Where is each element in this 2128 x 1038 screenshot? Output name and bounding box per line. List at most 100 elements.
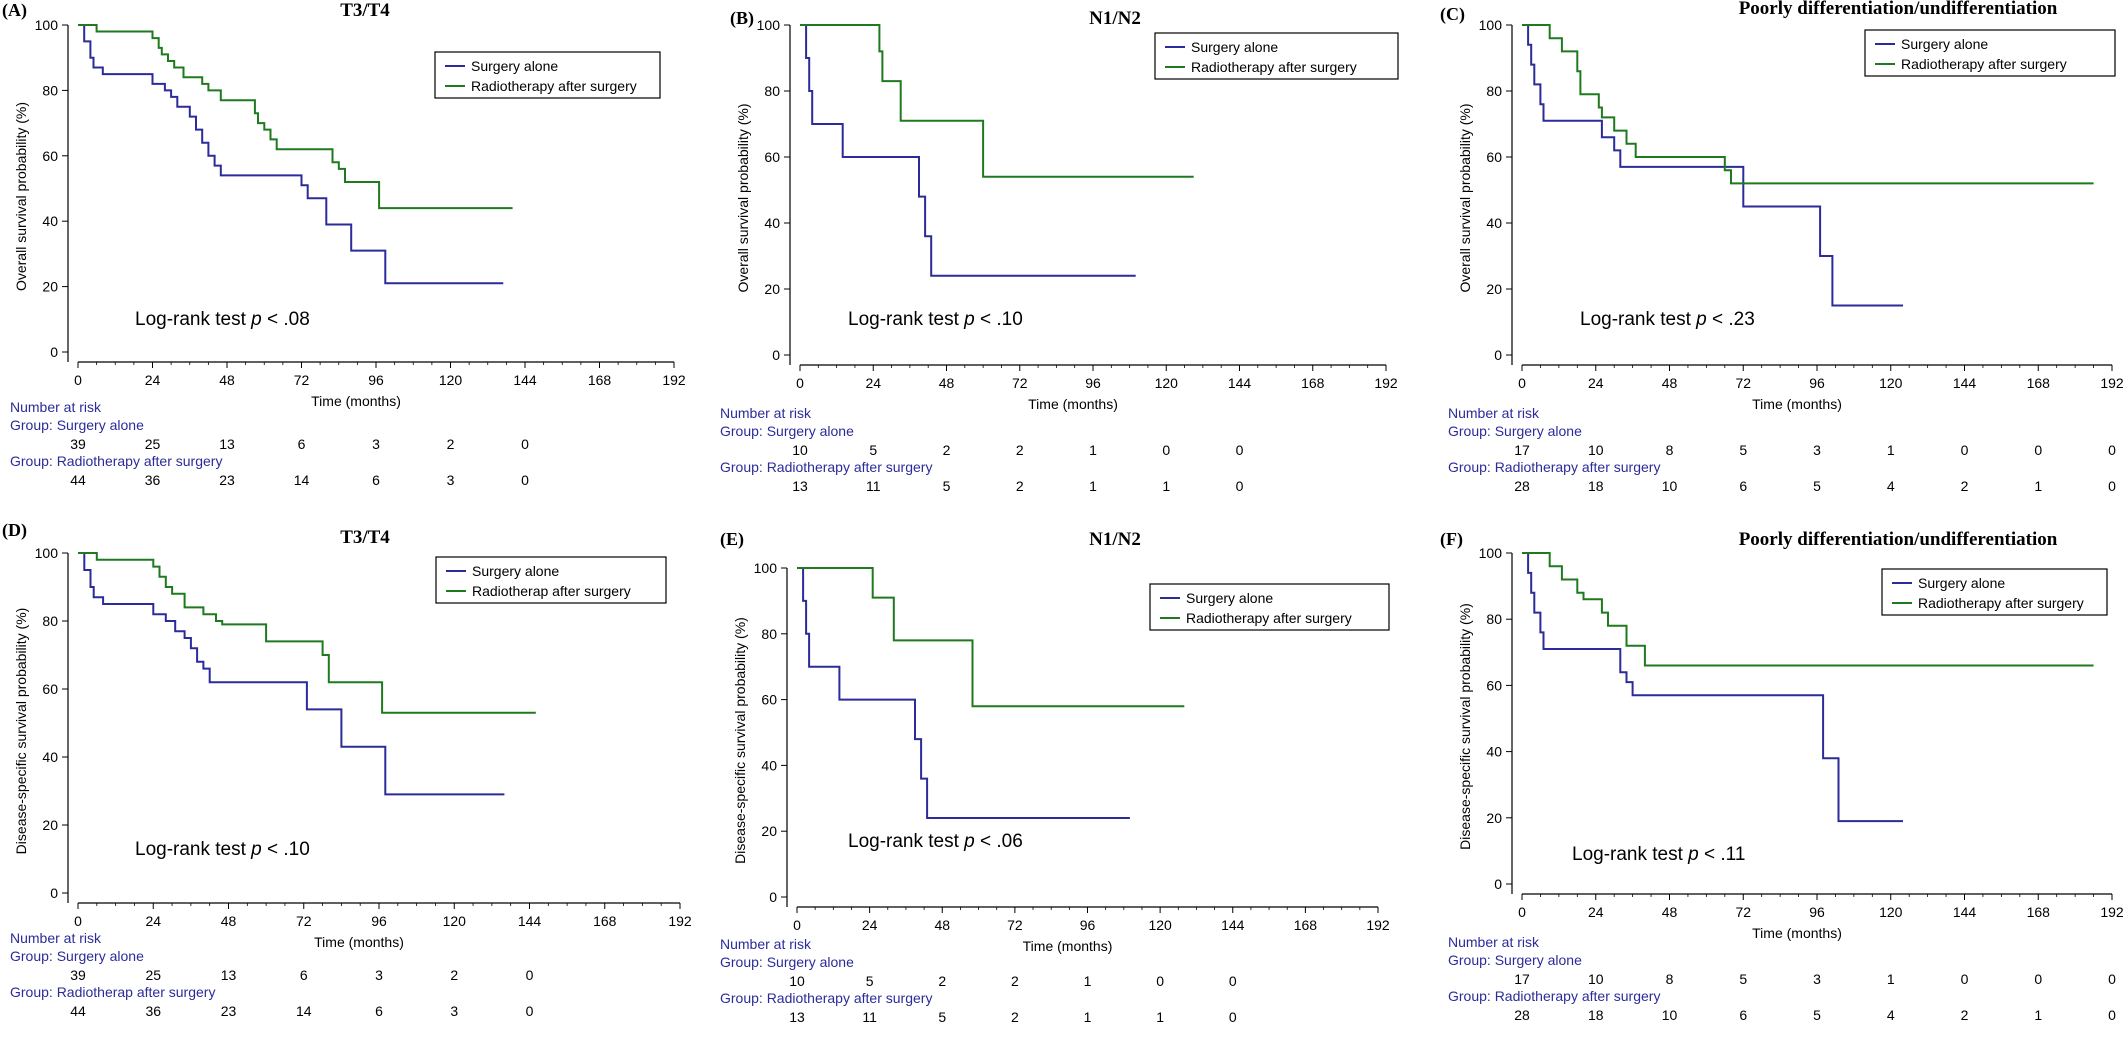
x-tick-label: 24 xyxy=(862,917,878,933)
y-tick-label: 80 xyxy=(764,83,780,99)
risk-count: 10 xyxy=(1662,1007,1678,1023)
y-tick-label: 80 xyxy=(1486,83,1502,99)
x-tick-label: 48 xyxy=(939,375,955,391)
risk-count: 28 xyxy=(1514,478,1530,494)
x-tick-label: 48 xyxy=(1662,375,1678,391)
risk-count: 10 xyxy=(1588,971,1604,987)
risk-count: 0 xyxy=(1156,973,1164,989)
risk-count: 4 xyxy=(1887,1007,1895,1023)
x-tick-label: 48 xyxy=(934,917,950,933)
y-tick-label: 0 xyxy=(50,885,58,901)
risk-count: 6 xyxy=(1739,478,1747,494)
risk-table-header: Number at risk xyxy=(10,930,102,946)
chart-panel-3: (C) Poorly differentiation/undifferentiat… xyxy=(1440,0,2124,494)
y-tick-label: 20 xyxy=(764,281,780,297)
y-tick-label: 0 xyxy=(50,344,58,360)
risk-count: 25 xyxy=(145,436,161,452)
risk-count: 4 xyxy=(1887,478,1895,494)
risk-count: 13 xyxy=(789,1009,805,1025)
x-axis-label: Time (months) xyxy=(1028,396,1118,412)
x-tick-label: 120 xyxy=(1879,375,1903,391)
x-tick-label: 0 xyxy=(74,913,82,929)
risk-count: 3 xyxy=(1813,971,1821,987)
risk-count: 10 xyxy=(1662,478,1678,494)
x-tick-label: 24 xyxy=(145,913,161,929)
x-tick-label: 48 xyxy=(221,913,237,929)
risk-count: 3 xyxy=(450,1003,458,1019)
x-tick-label: 192 xyxy=(1374,375,1398,391)
risk-count: 5 xyxy=(938,1009,946,1025)
x-tick-label: 48 xyxy=(219,372,235,388)
y-tick-label: 80 xyxy=(42,613,58,629)
risk-group-label: Group: Surgery alone xyxy=(1448,423,1582,439)
x-axis-label: Time (months) xyxy=(1023,938,1113,954)
panel-label: (D) xyxy=(2,520,27,541)
chart-title: Poorly differentiation/undifferentiation xyxy=(1739,0,2058,19)
risk-count: 0 xyxy=(526,967,534,983)
risk-group-label: Group: Radiotherapy after surgery xyxy=(1448,459,1660,475)
risk-count: 1 xyxy=(1887,442,1895,458)
x-tick-label: 72 xyxy=(296,913,312,929)
legend-box xyxy=(434,51,661,99)
risk-count: 1 xyxy=(1084,973,1092,989)
risk-count: 6 xyxy=(375,1003,383,1019)
risk-count: 2 xyxy=(1016,442,1024,458)
legend-entry: Radiotherap after surgery xyxy=(472,583,631,599)
x-tick-label: 96 xyxy=(1080,917,1096,933)
legend-box xyxy=(1154,32,1399,80)
risk-count: 0 xyxy=(2108,1007,2116,1023)
y-tick-label: 60 xyxy=(761,692,777,708)
x-tick-label: 144 xyxy=(1228,375,1252,391)
y-tick-label: 100 xyxy=(35,545,59,561)
x-tick-label: 96 xyxy=(1085,375,1101,391)
x-tick-label: 144 xyxy=(1953,375,1977,391)
risk-count: 0 xyxy=(1236,478,1244,494)
risk-count: 0 xyxy=(2108,478,2116,494)
risk-count: 2 xyxy=(1961,1007,1969,1023)
legend-entry: Radiotherapy after surgery xyxy=(471,78,637,94)
risk-count: 10 xyxy=(792,442,808,458)
y-tick-label: 20 xyxy=(1486,281,1502,297)
x-tick-label: 168 xyxy=(2027,904,2051,920)
risk-count: 1 xyxy=(1887,971,1895,987)
risk-count: 0 xyxy=(2108,442,2116,458)
x-tick-label: 72 xyxy=(1735,375,1751,391)
risk-count: 13 xyxy=(219,436,235,452)
series-line-surgery-alone xyxy=(78,552,505,796)
legend-box xyxy=(1864,29,2116,77)
y-tick-label: 0 xyxy=(772,347,780,363)
risk-count: 0 xyxy=(1229,973,1237,989)
risk-count: 2 xyxy=(450,967,458,983)
risk-count: 0 xyxy=(2108,971,2116,987)
x-tick-label: 120 xyxy=(443,913,467,929)
risk-count: 5 xyxy=(866,973,874,989)
risk-count: 3 xyxy=(447,472,455,488)
series-line-surgery-alone xyxy=(800,24,1136,277)
risk-count: 44 xyxy=(70,472,86,488)
risk-count: 5 xyxy=(1813,1007,1821,1023)
risk-count: 5 xyxy=(1739,971,1747,987)
risk-count: 1 xyxy=(2034,1007,2042,1023)
legend-entry: Radiotherapy after surgery xyxy=(1901,56,2067,72)
risk-count: 0 xyxy=(521,436,529,452)
risk-count: 2 xyxy=(1011,973,1019,989)
x-tick-label: 0 xyxy=(793,917,801,933)
legend-box xyxy=(1149,583,1390,631)
risk-group-label: Group: Surgery alone xyxy=(1448,952,1582,968)
risk-table-header: Number at risk xyxy=(10,399,102,415)
risk-count: 2 xyxy=(1011,1009,1019,1025)
risk-count: 8 xyxy=(1666,442,1674,458)
panel-label: (F) xyxy=(1440,529,1463,550)
x-tick-label: 192 xyxy=(2100,375,2124,391)
risk-count: 0 xyxy=(2034,442,2042,458)
risk-count: 18 xyxy=(1588,478,1604,494)
x-tick-label: 120 xyxy=(1155,375,1179,391)
y-tick-label: 40 xyxy=(761,757,777,773)
x-axis-label: Time (months) xyxy=(311,393,401,409)
y-tick-label: 60 xyxy=(764,149,780,165)
x-axis-label: Time (months) xyxy=(1752,925,1842,941)
risk-count: 2 xyxy=(1961,478,1969,494)
risk-count: 23 xyxy=(219,472,235,488)
risk-table-header: Number at risk xyxy=(720,936,812,952)
